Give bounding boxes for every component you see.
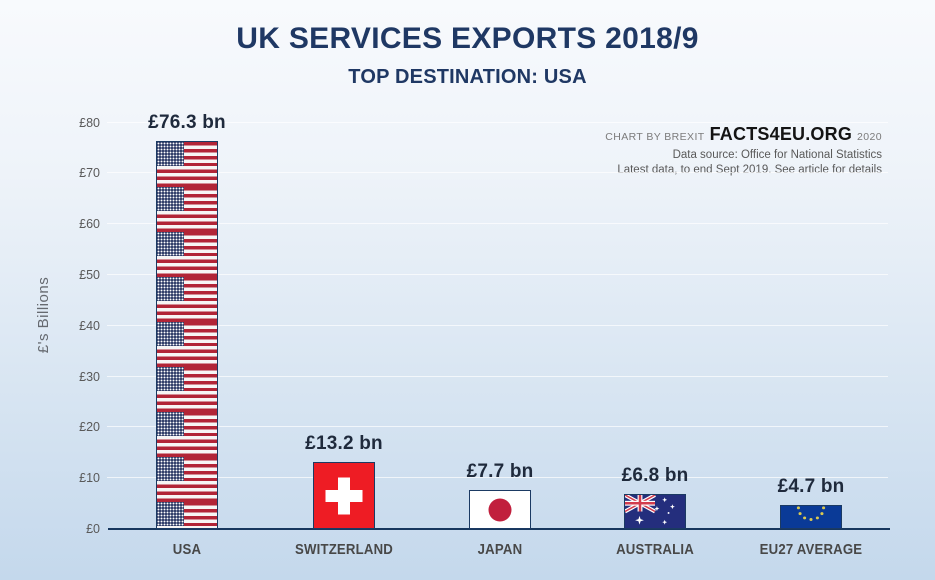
attribution-prefix: CHART BY BREXIT <box>605 131 705 143</box>
usa-flag-canton <box>157 277 184 302</box>
gridline <box>107 375 888 377</box>
usa-flag-fill <box>157 142 217 528</box>
gridline <box>107 172 888 174</box>
y-tick-label: £30 <box>79 369 100 384</box>
usa-flag-canton <box>157 367 184 392</box>
usa-flag-canton <box>157 142 184 167</box>
japan-flag-sun <box>488 498 512 521</box>
y-tick-label: £10 <box>79 471 100 486</box>
y-tick-label: £40 <box>79 318 100 333</box>
bar-value-australia: £6.8 bn <box>621 465 689 486</box>
x-axis-label-eu27-average: EU27 AVERAGE <box>759 541 863 558</box>
bar-australia <box>624 494 686 529</box>
x-axis-line <box>108 528 890 530</box>
australia-flag <box>625 495 685 528</box>
attribution-brand: FACTS4EU.ORG <box>709 124 853 144</box>
y-tick-label: £50 <box>79 268 100 282</box>
y-tick-label: £20 <box>79 420 100 435</box>
usa-flag-tile <box>157 232 217 277</box>
gridline <box>107 324 888 326</box>
x-axis-label-australia: AUSTRALIA <box>616 541 694 558</box>
usa-flag-canton <box>157 187 184 212</box>
usa-flag-canton <box>157 322 184 347</box>
usa-flag-tile <box>157 322 217 367</box>
swiss-flag-cross <box>325 489 363 502</box>
gridline <box>107 223 888 225</box>
attribution-year: 2020 <box>857 131 882 143</box>
attribution-source: Data source: Office for National Statist… <box>672 149 882 161</box>
usa-flag-tile <box>157 457 217 502</box>
usa-flag-canton <box>157 232 184 257</box>
bar-switzerland <box>313 462 375 529</box>
usa-flag-canton <box>157 502 184 527</box>
attribution-brand-line: CHART BY BREXIT FACTS4EU.ORG 2020 <box>605 124 882 145</box>
bar-japan <box>469 490 531 529</box>
attribution-block: CHART BY BREXIT FACTS4EU.ORG 2020 Data s… <box>605 124 882 178</box>
y-tick-label: £0 <box>86 522 100 536</box>
attribution-note: Latest data, to end Sept 2019. See artic… <box>617 164 882 176</box>
usa-flag-tile <box>157 367 217 412</box>
bar-value-usa: £76.3 bn <box>148 112 226 133</box>
gridline <box>107 121 888 123</box>
chart-subtitle: TOP DESTINATION: USA <box>348 66 587 88</box>
chart-title: UK SERVICES EXPORTS 2018/9 <box>236 22 699 55</box>
y-tick-label: £60 <box>79 217 100 232</box>
usa-flag-tile <box>157 187 217 232</box>
bar-value-switzerland: £13.2 bn <box>305 433 383 454</box>
bar-usa <box>156 141 218 529</box>
usa-flag-tile <box>157 412 217 457</box>
gridline <box>107 477 888 479</box>
bar-value-eu27: £4.7 bn <box>777 476 845 497</box>
usa-flag-tile <box>157 277 217 322</box>
x-axis-label-switzerland: SWITZERLAND <box>294 541 393 558</box>
bar-value-japan: £7.7 bn <box>466 461 534 482</box>
usa-flag-canton <box>157 412 184 437</box>
usa-flag-tile <box>157 142 217 187</box>
usa-flag-tile <box>157 502 217 528</box>
usa-flag-canton <box>157 457 184 482</box>
gridline <box>107 274 888 275</box>
y-tick-label: £70 <box>79 166 100 181</box>
bar-eu27 <box>780 505 842 529</box>
y-tick-label: £80 <box>79 115 100 130</box>
gridline <box>107 426 888 428</box>
x-axis-label-usa: USA <box>172 541 202 558</box>
x-axis-label-japan: JAPAN <box>477 541 523 558</box>
eu-flag <box>781 506 841 528</box>
